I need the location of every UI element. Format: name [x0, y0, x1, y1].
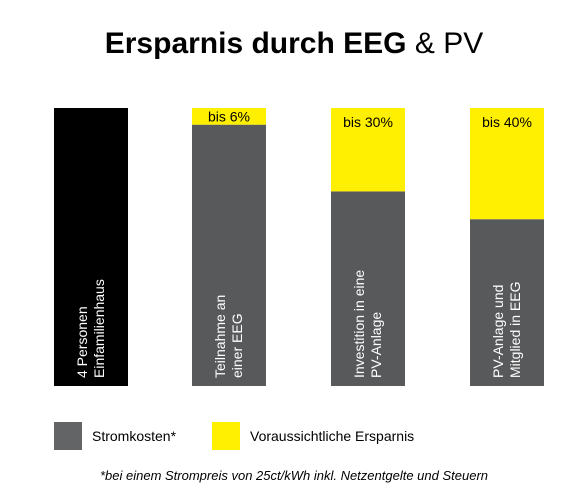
category-label-1: Teilnahme aneiner EEG: [212, 295, 245, 378]
bar-value-label-3: bis 40%: [482, 114, 532, 130]
category-label-line: Mitglied in EEG: [507, 282, 523, 378]
chart-title-bold: Ersparnis durch EEG: [104, 27, 407, 60]
legend-label-ersparnis: Voraussichtliche Ersparnis: [250, 428, 415, 444]
bar-value-label-2: bis 30%: [343, 114, 393, 130]
bar-value-label-1: bis 6%: [208, 108, 250, 124]
bar-ersparnis-1: [192, 108, 266, 125]
category-label-line: Einfamilienhaus: [91, 279, 107, 378]
category-label-line: PV-Anlage: [368, 312, 384, 378]
category-label-line: einer EEG: [229, 313, 245, 378]
category-label-line: Teilnahme an: [212, 295, 228, 378]
footnote: *bei einem Strompreis von 25ct/kWh inkl.…: [99, 468, 489, 483]
legend-swatch-stromkosten: [54, 422, 82, 450]
bar-stromkosten-3: [470, 219, 544, 386]
category-label-2: Investition in einePV-Anlage: [351, 270, 384, 378]
chart-title: Ersparnis durch EEG & PV: [0, 24, 588, 64]
category-label-0: 4 PersonenEinfamilienhaus: [74, 279, 107, 378]
bar-stromkosten-1: [192, 124, 266, 387]
legend-label-stromkosten: Stromkosten*: [92, 428, 177, 444]
bar-stromkosten-2: [331, 191, 405, 386]
bar-ersparnis-3: [470, 108, 544, 220]
bar-ersparnis-2: [331, 108, 405, 192]
bar-stromkosten-0: [54, 108, 128, 386]
legend-swatch-ersparnis: [212, 422, 240, 450]
category-label-line: Investition in eine: [351, 270, 367, 378]
chart-title-rest: & PV: [414, 27, 484, 60]
category-label-line: 4 Personen: [74, 306, 90, 378]
category-label-line: PV-Anlage und: [490, 285, 506, 378]
category-label-3: PV-Anlage undMitglied in EEG: [490, 282, 523, 378]
